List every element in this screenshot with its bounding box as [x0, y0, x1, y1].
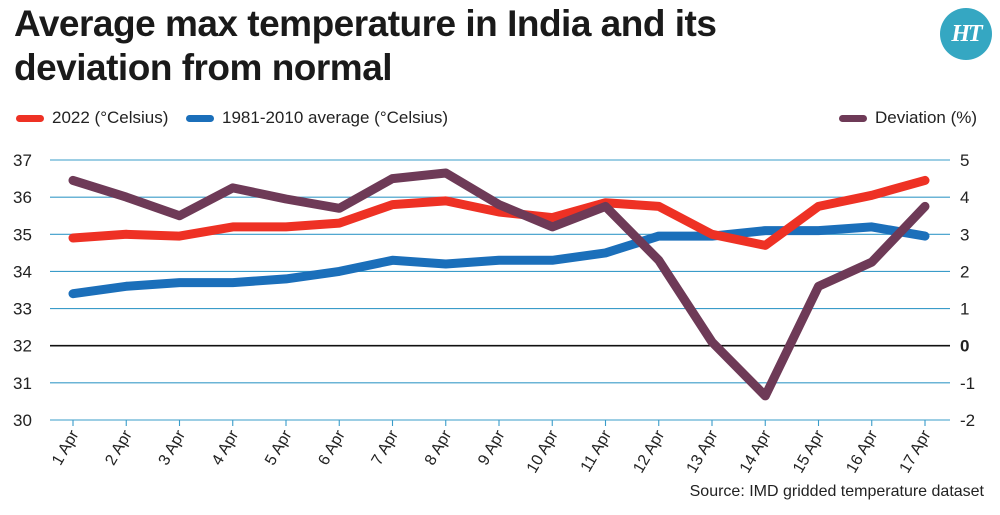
y-tick-label-right: 2	[960, 262, 969, 281]
x-tick-label: 9 Apr	[475, 427, 509, 468]
y-tick-label-left: 36	[13, 188, 32, 207]
chart-title-line1: Average max temperature in India and its	[14, 3, 717, 44]
y-tick-label-left: 33	[13, 300, 32, 319]
y-tick-label-left: 34	[13, 262, 32, 281]
x-tick-label: 11 Apr	[578, 427, 616, 475]
x-tick-label: 3 Apr	[156, 427, 190, 468]
legend-swatch-deviation	[839, 114, 867, 122]
x-tick-label: 8 Apr	[422, 427, 456, 468]
legend-swatch-2022	[16, 114, 44, 122]
series-line-deviation	[68, 168, 930, 401]
legend-item-deviation: Deviation (%)	[839, 108, 977, 128]
x-tick-label: 6 Apr	[315, 427, 349, 468]
chart-title: Average max temperature in India and its…	[14, 2, 914, 90]
legend-label-2022: 2022 (°Celsius)	[52, 108, 169, 127]
chart-title-line2: deviation from normal	[14, 47, 393, 88]
y-tick-label-left: 31	[13, 374, 32, 393]
x-tick-label: 17 Apr	[897, 427, 935, 476]
y-tick-label-right: 1	[960, 300, 969, 319]
y-tick-label-left: 35	[13, 225, 32, 244]
x-tick-label: 2 Apr	[102, 427, 136, 468]
x-tick-label: 7 Apr	[369, 427, 403, 468]
y-tick-label-right: 3	[960, 225, 969, 244]
x-tick-label: 16 Apr	[843, 427, 881, 476]
legend-item-2022: 2022 (°Celsius)	[16, 108, 168, 128]
ht-logo-text: HT	[951, 20, 982, 47]
y-tick-label-right: 4	[960, 188, 969, 207]
legend-item-average: 1981-2010 average (°Celsius)	[186, 108, 448, 128]
y-tick-label-right: 5	[960, 151, 969, 170]
y-tick-label-right: -2	[960, 411, 975, 430]
x-tick-label: 14 Apr	[737, 427, 775, 476]
x-tick-label: 5 Apr	[262, 427, 296, 468]
source-note: Source: IMD gridded temperature dataset	[689, 483, 984, 500]
x-tick-label: 13 Apr	[684, 427, 722, 476]
legend-label-deviation: Deviation (%)	[875, 108, 978, 127]
x-tick-label: 10 Apr	[524, 427, 562, 476]
x-tick-label: 15 Apr	[790, 427, 828, 476]
y-tick-label-left: 32	[13, 337, 32, 356]
legend-swatch-average	[186, 114, 214, 122]
y-tick-label-left: 30	[13, 411, 32, 430]
series-line-2022	[68, 175, 930, 250]
x-tick-label: 4 Apr	[209, 427, 243, 468]
x-tick-label: 1 Apr	[49, 427, 83, 468]
y-tick-label-right: 0	[960, 337, 969, 356]
ht-logo: HT	[940, 8, 992, 60]
x-tick-label: 12 Apr	[630, 427, 668, 476]
legend-label-average: 1981-2010 average (°Celsius)	[222, 108, 449, 127]
y-tick-label-left: 37	[13, 151, 32, 170]
y-tick-label-right: -1	[960, 374, 975, 393]
